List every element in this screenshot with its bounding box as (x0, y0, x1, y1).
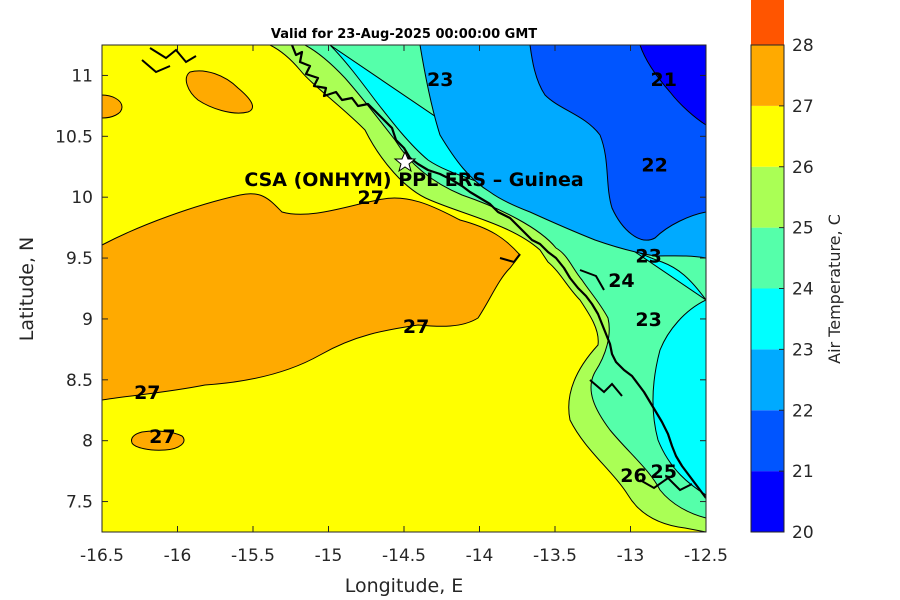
colorbar-segment (751, 410, 784, 472)
y-tick-label: 11 (71, 66, 93, 86)
map-area (102, 45, 706, 532)
x-tick-label: -13 (617, 546, 645, 566)
site-star-icon (393, 150, 417, 173)
y-axis-label: Latitude, N (16, 237, 38, 342)
band-26-27-small (131, 430, 185, 451)
contour-label: 27 (403, 316, 429, 338)
band-26-27-west (102, 94, 123, 119)
colorbar-tick-label: 21 (792, 462, 814, 482)
x-tick-label: -12.5 (684, 546, 728, 566)
x-tick-label: -16.5 (80, 546, 124, 566)
x-tick-label: -14.5 (382, 546, 426, 566)
contour-label: 27 (358, 187, 384, 209)
y-tick-label: 8 (82, 432, 93, 452)
figure-title: Valid for 23-Aug-2025 00:00:00 GMT (271, 27, 537, 42)
colorbar-segment (751, 349, 784, 411)
contour-label: 22 (641, 154, 667, 176)
contour-label: 23 (427, 69, 453, 91)
coastline (290, 45, 706, 499)
x-tick-label: -14 (466, 546, 494, 566)
colorbar-segment (751, 227, 784, 289)
contour-label: 23 (635, 246, 661, 268)
contour-label: 27 (134, 382, 160, 404)
colorbar-segment (751, 166, 784, 228)
contour-label: 26 (620, 465, 646, 487)
contour-label: 21 (650, 69, 676, 91)
colorbar-tick-label: 25 (792, 219, 814, 239)
band-below-20 (639, 45, 706, 126)
colorbar-tick-label: 20 (792, 523, 814, 543)
site-label: CSA (ONHYM) PPL ERS – Guinea (244, 169, 583, 191)
x-tick-label: -16 (164, 546, 192, 566)
colorbar-label: Air Temperature, C (825, 214, 844, 364)
colorbar-segment (751, 471, 784, 532)
contour-label: 25 (650, 461, 676, 483)
coastline-islands (141, 47, 693, 492)
x-tick-label: -15 (315, 546, 343, 566)
contour-label: 27 (149, 426, 175, 448)
colorbar-tick-label: 26 (792, 158, 814, 178)
y-tick-label: 8.5 (66, 371, 93, 391)
band-20-21 (529, 45, 706, 241)
colorbar-tick-label: 24 (792, 280, 814, 300)
colorbar-segment (751, 105, 784, 167)
y-tick-label: 10 (71, 188, 93, 208)
colorbar-segment (751, 0, 784, 45)
colorbar-tick-label: 27 (792, 97, 814, 117)
y-axis-ticks: 11 10.5 10 9.5 9 8.5 8 7.5 (55, 66, 706, 513)
colorbar-tick-label: 28 (792, 36, 814, 56)
x-tick-label: -13.5 (533, 546, 577, 566)
x-tick-label: -15.5 (231, 546, 275, 566)
y-tick-label: 9.5 (66, 249, 93, 269)
contour-label: 24 (608, 270, 634, 292)
y-tick-label: 7.5 (66, 493, 93, 513)
colorbar-segment (751, 45, 784, 106)
x-axis-ticks: -16.5 -16 -15.5 -15 -14.5 -14 -13.5 -13 -12.5 (80, 45, 728, 566)
band-26-27-nw (185, 70, 253, 114)
x-axis-label: Longitude, E (345, 575, 464, 597)
y-tick-label: 9 (82, 310, 93, 330)
colorbar-tick-label: 22 (792, 401, 814, 421)
colorbar: 20 21 22 23 24 25 26 27 28 (750, 0, 814, 543)
colorbar-tick-label: 23 (792, 340, 814, 360)
colorbar-segment (751, 288, 784, 350)
y-tick-label: 10.5 (55, 127, 93, 147)
contour-label: 23 (635, 309, 661, 331)
